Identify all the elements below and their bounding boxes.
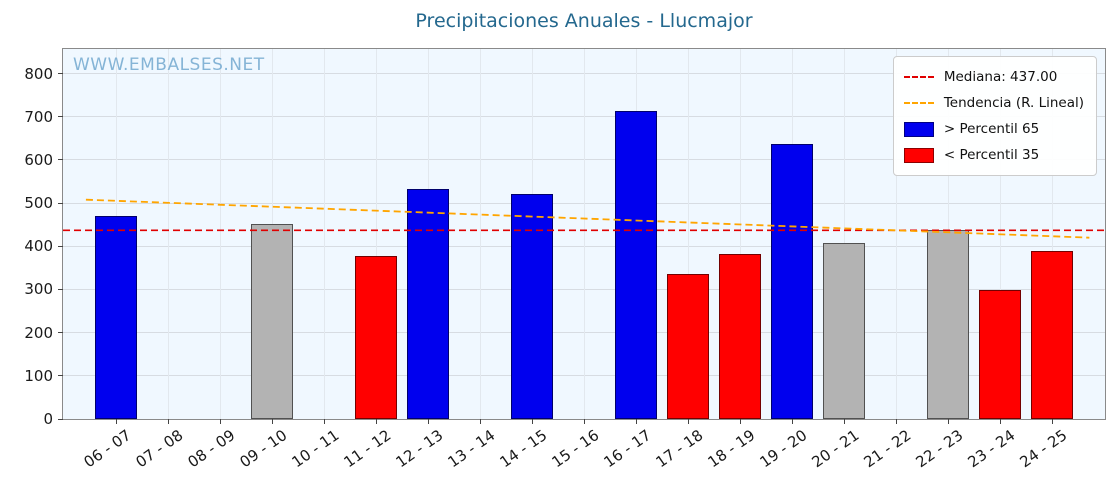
- y-tick-label: 100: [24, 366, 53, 385]
- y-tick-label: 600: [24, 150, 53, 169]
- y-tick-label: 0: [43, 410, 53, 428]
- gridline-vertical: [167, 49, 169, 419]
- x-tick-mark: [739, 419, 741, 424]
- plot-area: WWW.EMBALSES.NET Mediana: 437.00 Tendenc…: [24, 48, 1106, 471]
- bar-18-19: [719, 253, 761, 419]
- y-tick-mark: [58, 245, 63, 247]
- x-tick-mark: [583, 419, 585, 424]
- chart-title: Precipitaciones Anuales - Llucmajor: [415, 10, 753, 32]
- y-tick-label: 800: [24, 64, 53, 83]
- percentil65-swatch: [903, 121, 934, 137]
- x-tick-mark: [375, 419, 377, 424]
- y-tick-label: 400: [24, 237, 53, 256]
- trend-line-swatch: [903, 102, 934, 104]
- bar-17-18: [667, 274, 709, 419]
- x-tick-mark: [479, 419, 481, 424]
- y-tick-label: 500: [24, 194, 53, 213]
- y-tick-mark: [58, 418, 63, 420]
- gridline-vertical: [219, 49, 221, 419]
- x-tick-mark: [895, 419, 897, 424]
- x-tick-mark: [947, 419, 949, 424]
- bar-16-17: [615, 111, 657, 419]
- gridline-vertical: [323, 49, 325, 419]
- x-tick-mark: [323, 419, 325, 424]
- x-tick-mark: [219, 419, 221, 424]
- bar-19-20: [771, 143, 813, 419]
- legend-item-trend: Tendencia (R. Lineal): [903, 90, 1084, 116]
- y-tick-mark: [58, 73, 63, 75]
- bar-06-07: [95, 216, 137, 419]
- bar-20-21: [823, 243, 865, 419]
- bar-24-25: [1031, 250, 1073, 419]
- x-tick-mark: [167, 419, 169, 424]
- bar-14-15: [511, 193, 553, 419]
- bar-23-24: [979, 290, 1021, 419]
- bar-12-13: [407, 189, 449, 419]
- gridline-vertical: [479, 49, 481, 419]
- x-tick-mark: [271, 419, 273, 424]
- x-tick-mark: [687, 419, 689, 424]
- x-tick-mark: [843, 419, 845, 424]
- y-tick-mark: [58, 159, 63, 161]
- x-tick-mark: [635, 419, 637, 424]
- y-tick-mark: [58, 288, 63, 290]
- y-tick-mark: [58, 375, 63, 377]
- gridline-vertical: [583, 49, 585, 419]
- x-tick-mark: [791, 419, 793, 424]
- y-tick-mark: [58, 202, 63, 204]
- legend: Mediana: 437.00 Tendencia (R. Lineal) > …: [892, 56, 1097, 176]
- legend-label-median: Mediana: 437.00: [943, 69, 1058, 85]
- legend-item-median: Mediana: 437.00: [903, 64, 1084, 90]
- bar-22-23: [927, 230, 969, 419]
- bar-09-10: [251, 223, 293, 419]
- x-tick-mark: [427, 419, 429, 424]
- legend-label-p35: < Percentil 35: [943, 147, 1040, 163]
- percentil35-swatch: [903, 147, 934, 163]
- legend-item-p35: < Percentil 35: [903, 142, 1084, 168]
- x-tick-mark: [999, 419, 1001, 424]
- y-tick-mark: [58, 332, 63, 334]
- y-tick-label: 300: [24, 280, 53, 299]
- x-tick-mark: [1051, 419, 1053, 424]
- legend-item-p65: > Percentil 65: [903, 116, 1084, 142]
- bar-11-12: [355, 256, 397, 419]
- x-tick-mark: [531, 419, 533, 424]
- y-tick-label: 200: [24, 323, 53, 342]
- y-tick-label: 700: [24, 107, 53, 126]
- watermark: WWW.EMBALSES.NET: [73, 55, 265, 75]
- y-tick-mark: [58, 116, 63, 118]
- x-tick-mark: [115, 419, 117, 424]
- legend-label-p65: > Percentil 65: [943, 121, 1040, 137]
- legend-label-trend: Tendencia (R. Lineal): [943, 95, 1084, 111]
- median-line-swatch: [903, 76, 934, 78]
